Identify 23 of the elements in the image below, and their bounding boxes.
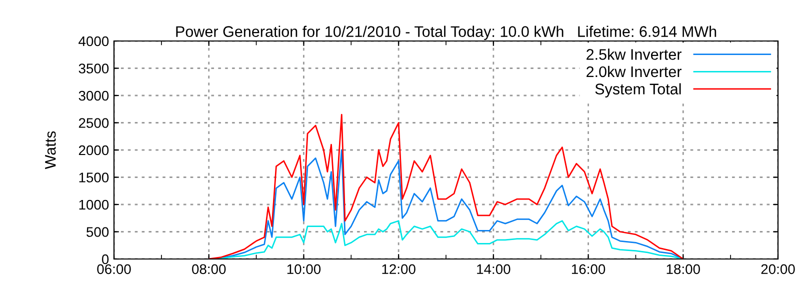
y-tick-label: 1000 bbox=[79, 200, 109, 210]
x-tick-label: 16:00 bbox=[572, 264, 606, 274]
legend-label: 2.5kw Inverter bbox=[586, 48, 682, 60]
y-tick-label: 1500 bbox=[79, 172, 109, 182]
legend-label: 2.0kw Inverter bbox=[586, 66, 682, 78]
y-tick-label: 3000 bbox=[78, 90, 109, 101]
line-series bbox=[208, 114, 684, 259]
chart-title: Power Generation for 10/21/2010 - Total Today: 10.0 kWh Lifetime: 6.914 MWh bbox=[176, 26, 716, 40]
x-tick-label: 18:00 bbox=[666, 264, 700, 274]
y-tick-label: 4000 bbox=[78, 36, 109, 46]
x-tick-label: 12:00 bbox=[382, 264, 416, 274]
legend-label: System Total bbox=[595, 83, 681, 98]
y-tick-label: 0 bbox=[102, 254, 109, 264]
x-tick-label: 14:00 bbox=[477, 264, 510, 274]
y-axis-title: Watts bbox=[45, 131, 56, 170]
y-tick-label: 2000 bbox=[78, 145, 109, 156]
x-tick-label: 08:00 bbox=[192, 264, 226, 274]
y-tick-label: 3500 bbox=[78, 64, 109, 74]
x-tick-label: 10:00 bbox=[287, 264, 321, 274]
y-tick-label: 500 bbox=[86, 227, 109, 237]
x-tick-label: 20:00 bbox=[761, 264, 795, 274]
x-tick-label: 06:00 bbox=[97, 264, 131, 274]
y-tick-label: 2500 bbox=[78, 118, 109, 128]
